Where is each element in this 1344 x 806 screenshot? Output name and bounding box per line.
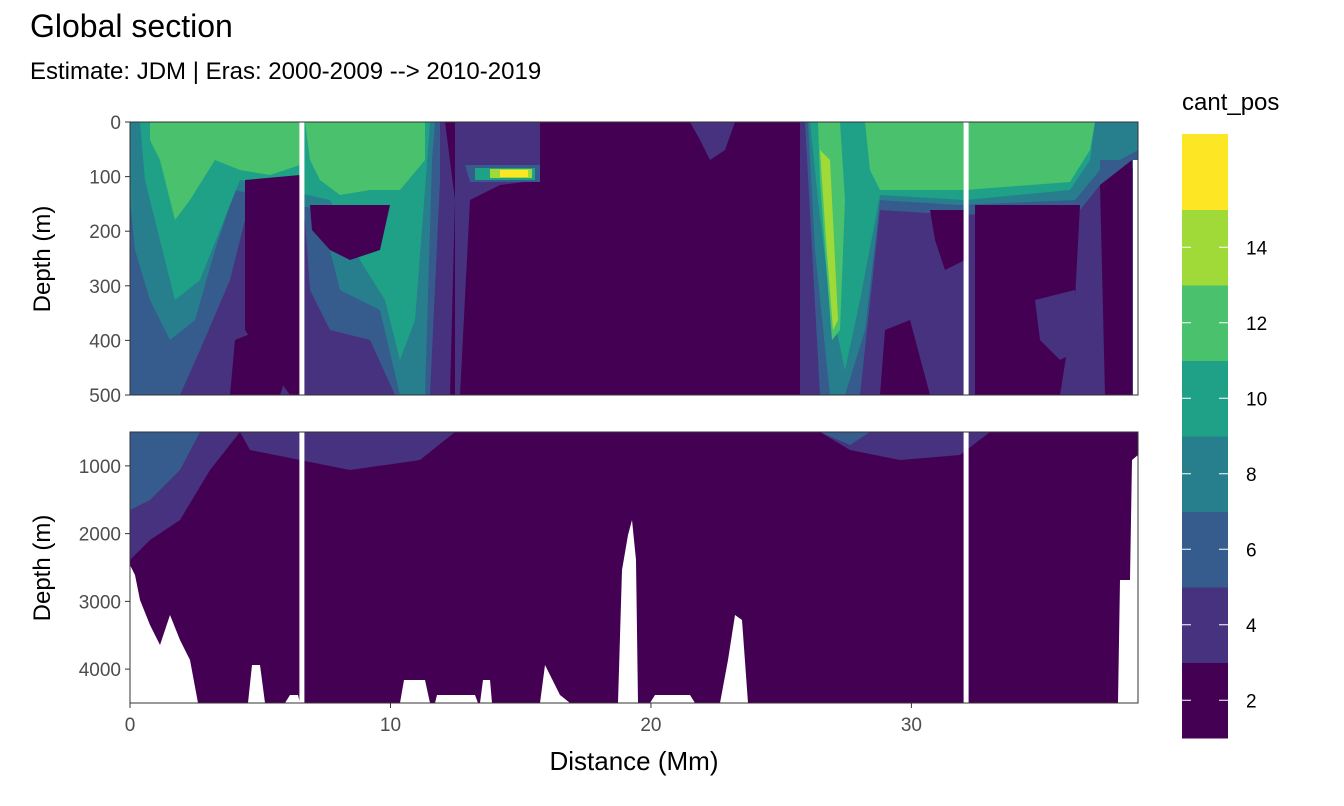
colorbar-label: 4 <box>1246 616 1257 637</box>
seafloor-1 <box>248 665 265 703</box>
gap-column-lower-1 <box>963 432 969 703</box>
colorbar-legend: 2 4 6 8 10 12 14 <box>1182 134 1268 739</box>
gap-column-upper-0 <box>299 122 305 395</box>
band-left-lightgreen-2 <box>305 122 425 195</box>
band-right-lightgreen <box>865 122 1095 190</box>
y-tick-label: 1000 <box>79 457 121 478</box>
pocket-right-4 <box>1100 160 1132 395</box>
y-tick-label: 0 <box>110 113 121 134</box>
lower-panel-border <box>129 431 1139 704</box>
band-lower-blue-1 <box>130 432 200 510</box>
pocket-left-2 <box>310 205 390 260</box>
seafloor-ridge <box>618 520 638 703</box>
y-tick-label: 500 <box>89 386 121 407</box>
seafloor-3 <box>400 680 430 703</box>
upper-panel-border <box>129 121 1139 396</box>
seafloor-right <box>1118 455 1138 703</box>
colorbar-label: 14 <box>1246 238 1268 259</box>
seafloor-8 <box>720 615 748 703</box>
x-axis-title: Distance (Mm) <box>549 746 718 776</box>
colorbar-label: 12 <box>1246 314 1267 335</box>
lower-y-axis-title: Depth (m) <box>29 515 56 622</box>
lower-y-axis: 1000 2000 3000 4000 <box>79 457 130 681</box>
seafloor-left <box>130 565 198 703</box>
seafloor-5 <box>480 680 492 703</box>
gap-column-lower-0 <box>299 432 305 703</box>
x-tick-label: 20 <box>640 715 661 736</box>
x-tick-label: 0 <box>125 715 136 736</box>
x-axis: 0 10 20 30 <box>125 703 922 736</box>
colorbar-swatch <box>1182 134 1228 210</box>
colorbar-label: 8 <box>1246 465 1257 486</box>
y-tick-label: 200 <box>89 222 121 243</box>
upper-y-axis-title: Depth (m) <box>29 206 56 313</box>
band-right-stripe-lime <box>820 150 838 330</box>
chart-title: Global section <box>30 8 233 44</box>
pocket-right-5 <box>880 320 930 395</box>
y-tick-label: 3000 <box>79 592 121 613</box>
pocket-left-3 <box>230 330 285 395</box>
y-tick-label: 400 <box>89 331 121 352</box>
band-lower-blue-3 <box>820 432 870 445</box>
y-tick-label: 4000 <box>79 660 121 681</box>
lower-panel-field <box>130 432 1138 703</box>
band-mid-yellow <box>500 170 528 177</box>
band-lower-purple-3 <box>820 432 990 460</box>
seafloor-4 <box>435 695 478 703</box>
seafloor-2 <box>285 695 300 703</box>
pocket-right-1 <box>930 210 965 270</box>
gap-column-upper-1 <box>963 122 969 395</box>
y-tick-label: 2000 <box>79 525 121 546</box>
legend-title: cant_pos <box>1182 89 1279 116</box>
colorbar-label: 6 <box>1246 540 1257 561</box>
band-right-edge-teal <box>1100 122 1138 160</box>
band-lower-purple-2 <box>240 432 455 470</box>
band-mid-purple <box>455 122 540 395</box>
intrusion-mid <box>690 122 735 160</box>
x-tick-label: 30 <box>901 715 922 736</box>
seafloor-7 <box>650 695 695 703</box>
colorbar-label: 10 <box>1246 389 1267 410</box>
no-data-right-upper <box>1133 160 1138 395</box>
band-left-lightgreen <box>150 122 300 220</box>
pocket-right-3 <box>1035 290 1080 360</box>
upper-y-axis: 0 100 200 300 400 500 <box>89 113 130 407</box>
colorbar-label: 2 <box>1246 691 1257 712</box>
upper-panel-field <box>130 122 1138 395</box>
chart-subtitle: Estimate: JDM | Eras: 2000-2009 --> 2010… <box>30 58 542 85</box>
y-tick-label: 100 <box>89 168 121 189</box>
seafloor-6 <box>540 665 570 703</box>
y-tick-label: 300 <box>89 277 121 298</box>
x-tick-label: 10 <box>380 715 401 736</box>
